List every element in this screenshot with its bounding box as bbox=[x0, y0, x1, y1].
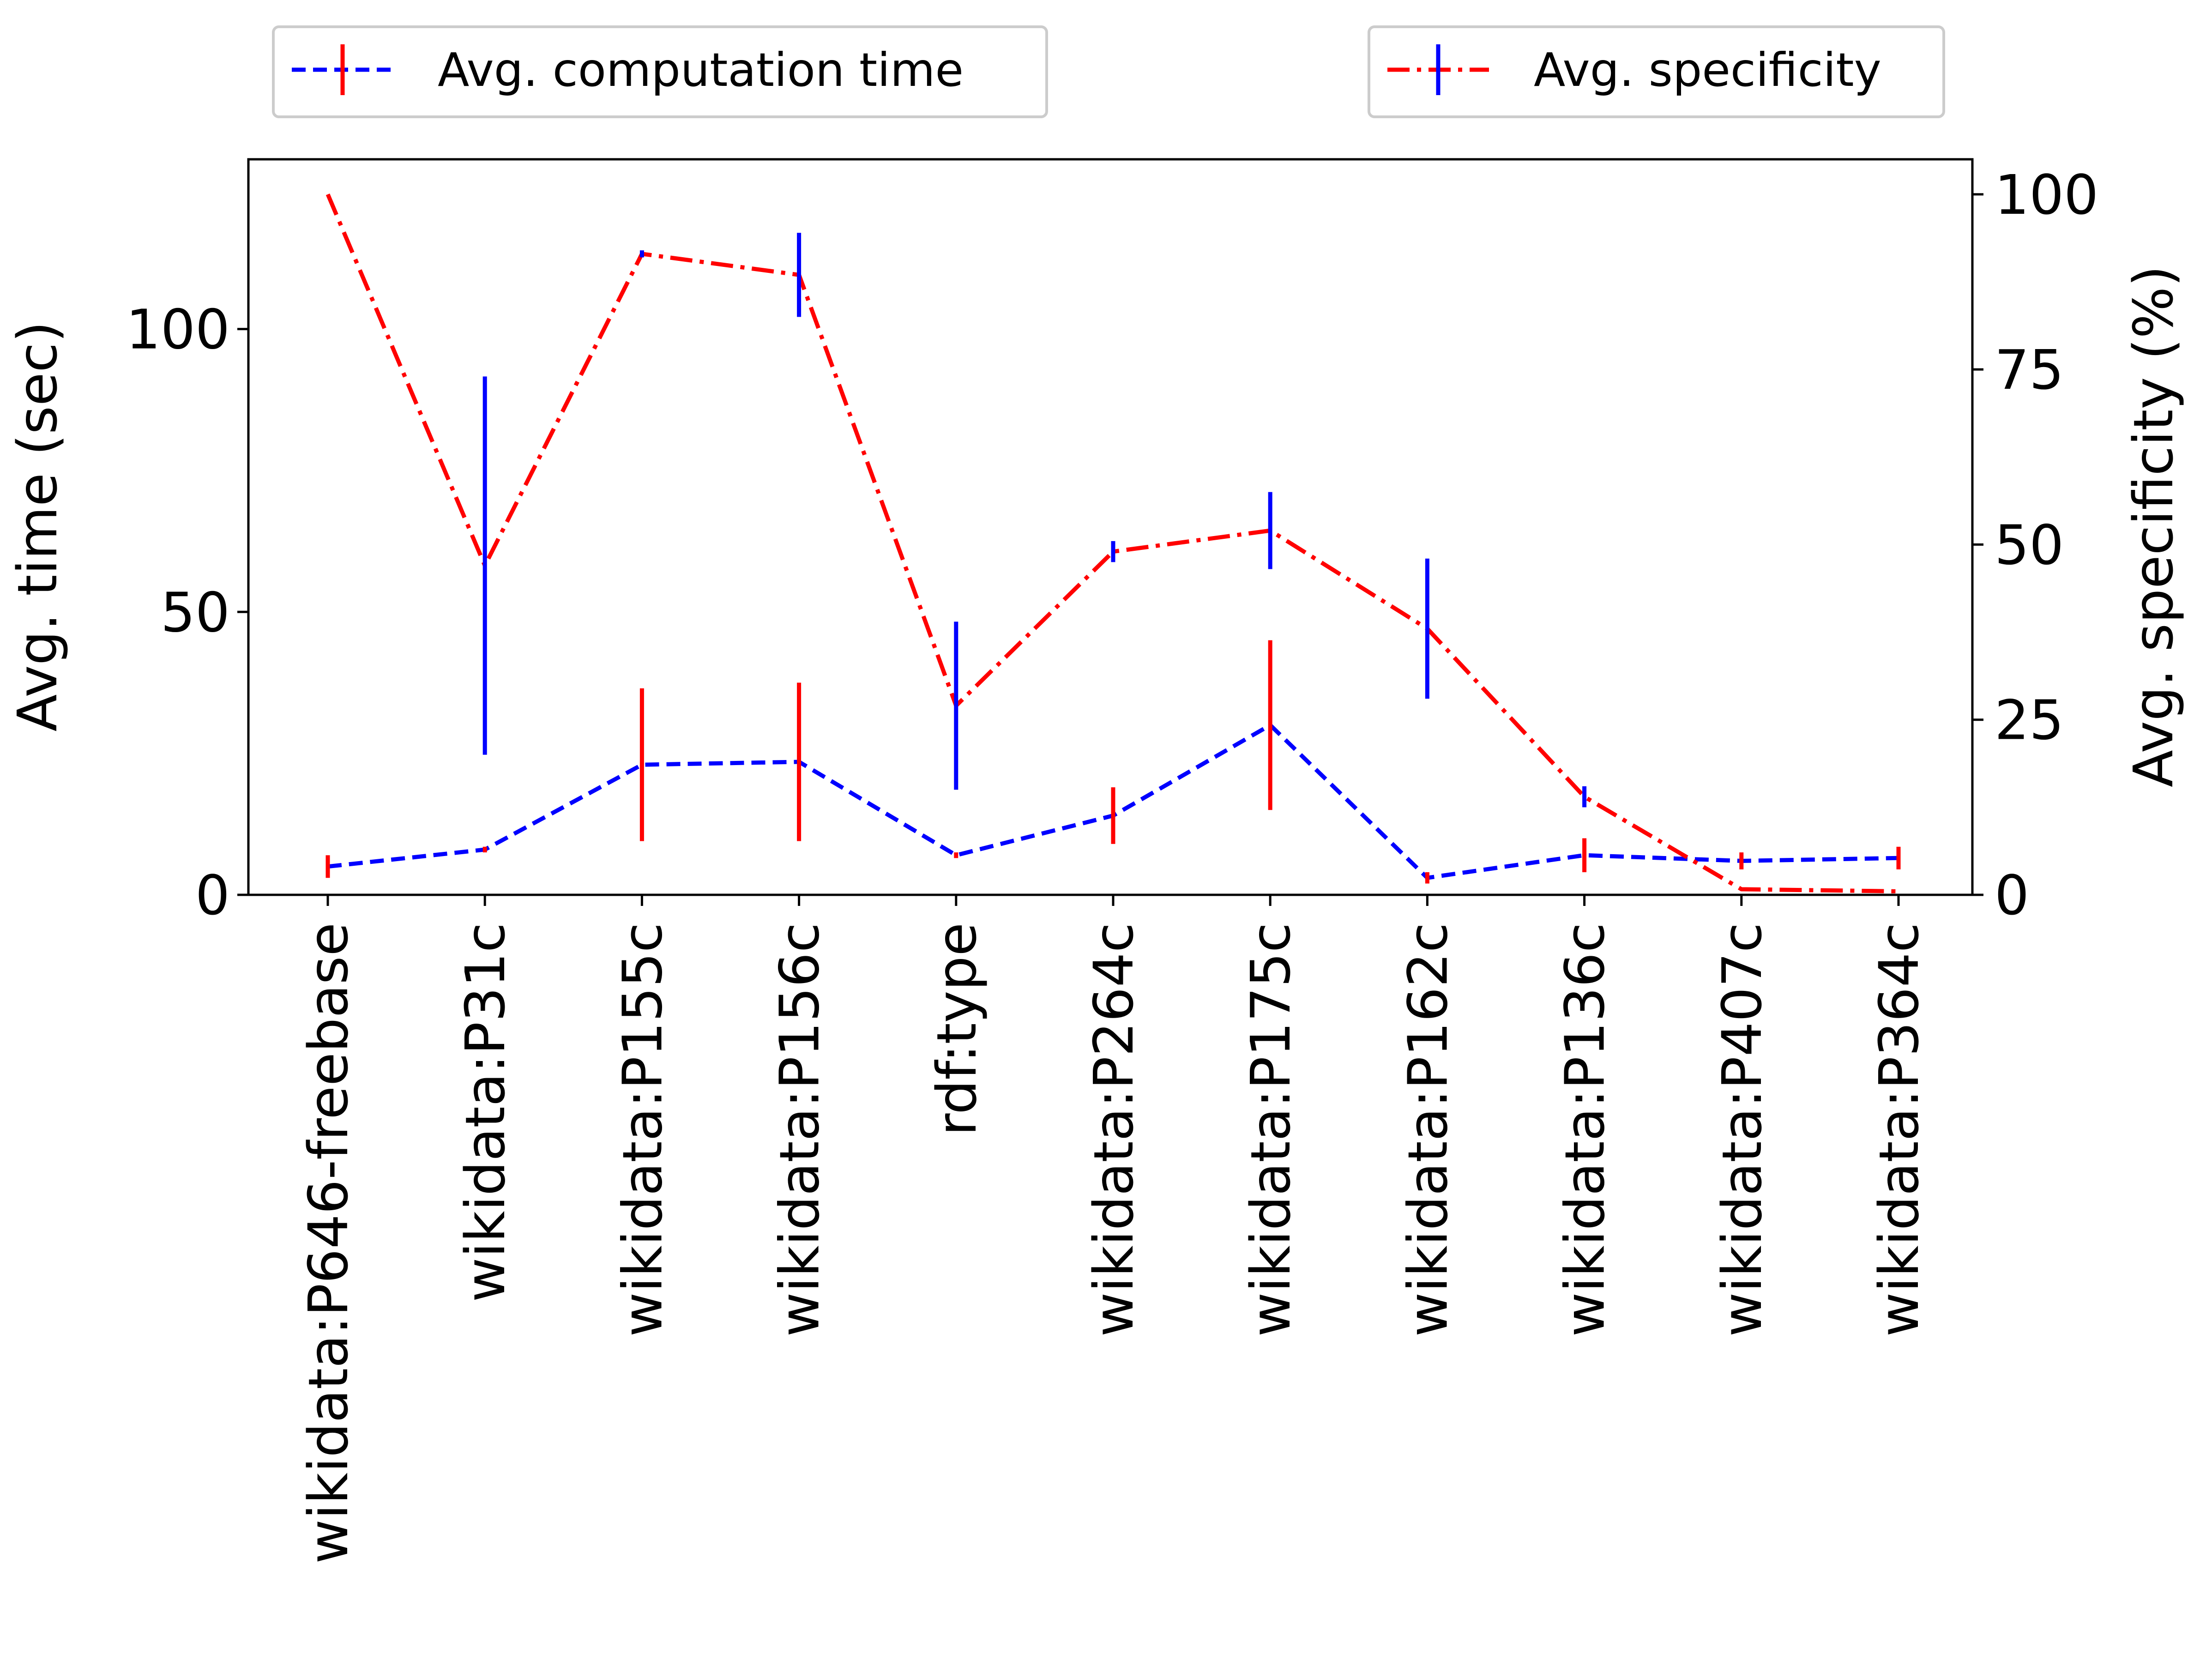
x-tick-label: wikidata:P364c bbox=[1867, 923, 1931, 1337]
legend-time-label: Avg. computation time bbox=[438, 43, 964, 97]
x-tick-label: wikidata:P136c bbox=[1553, 923, 1617, 1337]
y-axis-label: Avg. time (sec) bbox=[6, 321, 69, 732]
plot-background bbox=[248, 159, 1972, 895]
series-2-line bbox=[325, 193, 1899, 893]
legend-time-box bbox=[272, 25, 1048, 118]
x-tick-label: wikidata:P264c bbox=[1082, 923, 1145, 1337]
y-tick-label: 100 bbox=[126, 298, 230, 362]
series-2 bbox=[325, 193, 1899, 893]
y2-axis-label: Avg. specificity (%) bbox=[2122, 265, 2185, 787]
series-layer bbox=[325, 193, 1901, 893]
y-tick-label: 50 bbox=[161, 580, 230, 644]
x-tick-label: wikidata:P155c bbox=[610, 923, 674, 1337]
y2-tick-label: 25 bbox=[1995, 688, 2064, 752]
y-tick-label: 0 bbox=[195, 863, 230, 927]
x-tick-label: wikidata:P31c bbox=[453, 923, 517, 1302]
x-tick-label: wikidata:P407c bbox=[1710, 923, 1774, 1337]
y2-tick-label: 100 bbox=[1995, 163, 2098, 227]
y2-tick-label: 0 bbox=[1995, 863, 2029, 927]
y2-tick-label: 75 bbox=[1995, 338, 2064, 402]
legend-specificity: Avg. specificity bbox=[1368, 25, 1945, 118]
legend-specificity-box bbox=[1368, 25, 1945, 118]
legend-specificity-label: Avg. specificity bbox=[1534, 43, 1881, 97]
x-tick-label: wikidata:P156c bbox=[768, 923, 832, 1337]
plot-frame bbox=[247, 158, 1974, 896]
x-tick-label: wikidata:P175c bbox=[1239, 923, 1302, 1337]
y2-tick-label: 50 bbox=[1995, 513, 2064, 577]
legend-time: Avg. computation time bbox=[272, 25, 1048, 118]
labels-layer: 0 50 100 0 25 50 75 100 wikidata:P646-freebase wi… bbox=[126, 163, 2098, 1564]
x-tick-label: wikidata:P162c bbox=[1396, 923, 1459, 1337]
plot-area bbox=[248, 159, 1972, 895]
x-tick-label: wikidata:P646-freebase bbox=[296, 923, 360, 1564]
series-1 bbox=[325, 640, 1901, 884]
axes-layer bbox=[237, 158, 1983, 906]
x-tick-label: rdf:type bbox=[925, 923, 988, 1136]
